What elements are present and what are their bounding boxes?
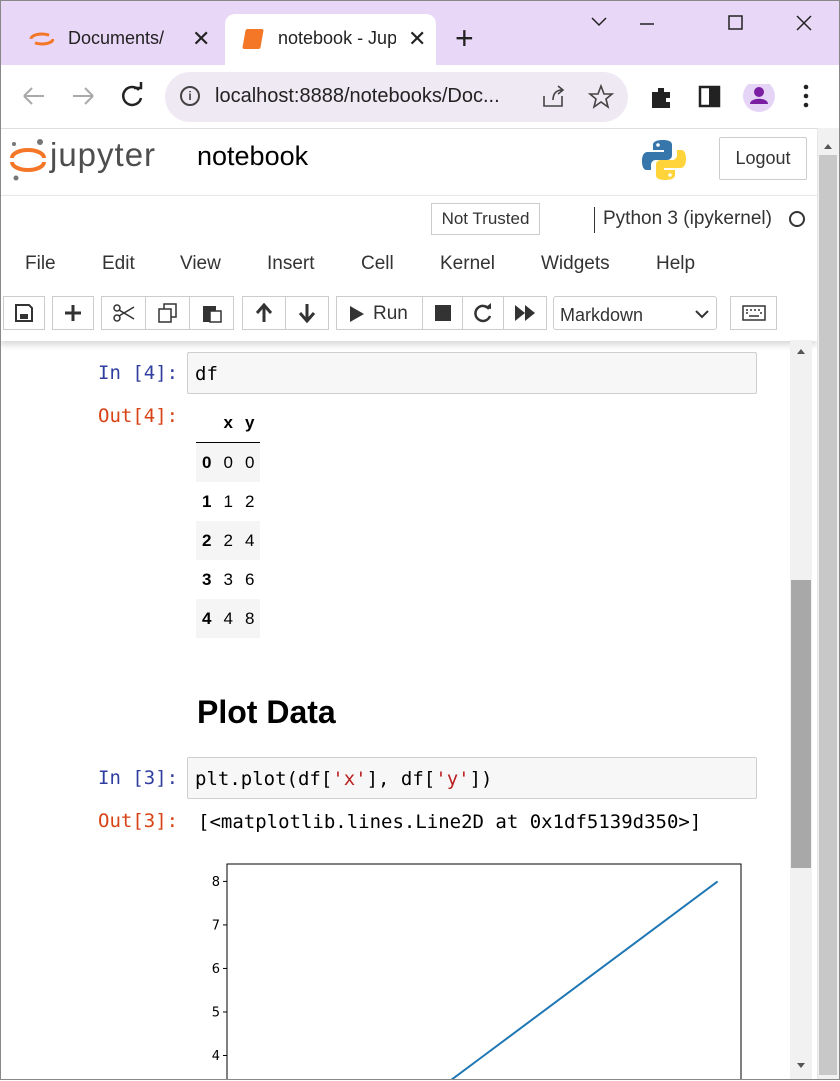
- tab-icon: [20, 24, 55, 56]
- cut-button[interactable]: [101, 296, 146, 330]
- move-up-button[interactable]: [242, 296, 286, 330]
- save-button[interactable]: [3, 296, 45, 330]
- url[interactable]: localhost:8888/notebooks/Doc...: [215, 85, 500, 107]
- insert-button[interactable]: [52, 296, 94, 330]
- new-tab[interactable]: +: [455, 20, 474, 56]
- trust-indicator[interactable]: Not Trusted: [431, 203, 540, 235]
- row-index: 1: [202, 491, 212, 511]
- interrupt-button[interactable]: [422, 296, 463, 330]
- copy-button[interactable]: [145, 296, 190, 330]
- window-controls[interactable]: [588, 10, 828, 45]
- row-index: 3: [202, 569, 212, 589]
- menu-item[interactable]: Edit: [102, 253, 135, 274]
- tab-title[interactable]: Documents/: [68, 28, 165, 48]
- table-cell: 0: [223, 452, 233, 472]
- y-tick-label: 4: [212, 1049, 220, 1064]
- cell-type-select[interactable]: [553, 296, 717, 330]
- table-cell: 2: [223, 530, 233, 550]
- kernel-name[interactable]: Python 3 (ipykernel): [603, 208, 772, 229]
- python-logo: [642, 138, 686, 187]
- markdown-heading: Plot Data: [197, 694, 336, 730]
- tab-title[interactable]: notebook - Jup: [278, 28, 396, 48]
- tab-icon: [242, 29, 264, 49]
- address-bar[interactable]: [165, 72, 628, 122]
- browser-icons[interactable]: [650, 80, 820, 117]
- code-cell[interactable]: [187, 757, 757, 799]
- menu-item[interactable]: Cell: [361, 253, 394, 274]
- output-prompt: Out[4]:: [98, 405, 179, 427]
- row-index: 2: [202, 530, 212, 550]
- code[interactable]: plt.plot(df['x'], df['y']): [195, 768, 493, 790]
- jupyter-logo-text[interactable]: jupyter: [50, 136, 157, 173]
- tab-close[interactable]: ✕: [408, 26, 427, 51]
- table-cell: 2: [244, 491, 255, 511]
- output-prompt: Out[3]:: [98, 810, 179, 832]
- run-icon: [349, 305, 365, 328]
- jupyter-logo-mark: [8, 136, 48, 187]
- select-arrow: [694, 307, 710, 325]
- plot: 4 5 6 7 8: [212, 863, 742, 1080]
- table-cell: 8: [244, 608, 255, 628]
- page-scroll-arrow[interactable]: [822, 138, 834, 156]
- column-header: x: [217, 404, 239, 443]
- page-scroll-thumb[interactable]: [819, 155, 837, 1075]
- row-index: 0: [202, 452, 212, 472]
- menu-item[interactable]: Help: [656, 253, 696, 274]
- notebook-name[interactable]: notebook: [197, 141, 309, 171]
- scroll-arrows[interactable]: [795, 346, 807, 1081]
- restart-button[interactable]: [462, 296, 504, 330]
- cell-type[interactable]: Markdown: [560, 305, 644, 325]
- table-cell: 3: [223, 569, 233, 589]
- input-prompt: In [3]:: [98, 767, 179, 789]
- move-down-button[interactable]: [285, 296, 329, 330]
- paste-button[interactable]: [189, 296, 234, 330]
- data-line: [449, 880, 719, 1080]
- y-tick-label: 8: [212, 875, 220, 890]
- row-index: 4: [202, 608, 212, 628]
- menu-item[interactable]: Insert: [267, 253, 315, 274]
- table-cell: 0: [244, 452, 255, 472]
- address-icons[interactable]: [540, 83, 620, 115]
- y-tick-label: 7: [212, 918, 220, 933]
- run-label[interactable]: Run: [373, 303, 408, 324]
- nav-buttons[interactable]: [20, 82, 150, 117]
- tab-close[interactable]: ✕: [192, 26, 211, 51]
- column-header: y: [238, 404, 261, 443]
- divider: [594, 207, 595, 233]
- command-palette-button[interactable]: [730, 296, 777, 330]
- y-tick-label: 6: [212, 962, 220, 977]
- menu-item[interactable]: Widgets: [541, 253, 610, 274]
- y-tick-label: 5: [212, 1005, 220, 1020]
- notebook-scroll-thumb[interactable]: [791, 580, 811, 868]
- menu-item[interactable]: Kernel: [440, 253, 495, 274]
- input-prompt: In [4]:: [98, 362, 179, 384]
- table-cell: 1: [223, 491, 233, 511]
- restart-run-all-button[interactable]: [503, 296, 547, 330]
- index-header: [196, 404, 218, 443]
- table-cell: 6: [244, 569, 255, 589]
- kernel-indicator: [789, 211, 805, 227]
- table-cell: 4: [244, 530, 255, 550]
- menu-item[interactable]: View: [180, 253, 221, 274]
- table-cell: 4: [223, 608, 233, 628]
- code-cell[interactable]: [187, 352, 757, 394]
- axes-frame: [226, 863, 742, 1080]
- logout-button[interactable]: Logout: [719, 137, 807, 180]
- menu-item[interactable]: File: [25, 253, 56, 274]
- code[interactable]: df: [195, 363, 218, 385]
- output-text: [<matplotlib.lines.Line2D at 0x1df5139d3…: [198, 811, 702, 833]
- site-info[interactable]: i: [180, 86, 200, 106]
